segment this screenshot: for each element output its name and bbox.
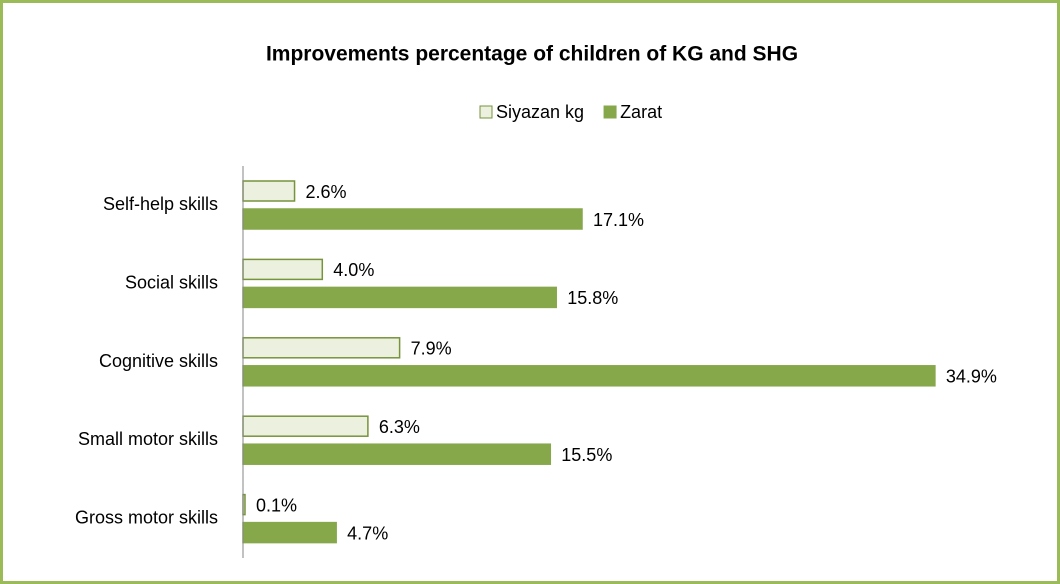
- bar: [242, 286, 557, 309]
- legend-label: Siyazan kg: [496, 102, 584, 122]
- value-label: 4.0%: [333, 260, 374, 280]
- value-label: 17.1%: [593, 210, 644, 230]
- legend-swatch: [479, 105, 493, 119]
- legend-swatch: [603, 105, 617, 119]
- legend-label: Zarat: [620, 102, 662, 122]
- y-tick-label: Gross motor skills: [75, 508, 218, 528]
- value-label: 4.7%: [347, 523, 388, 543]
- bar: [242, 337, 401, 359]
- bar: [242, 258, 324, 281]
- bar: [242, 180, 296, 202]
- bar: [242, 208, 583, 230]
- bar: [242, 521, 337, 544]
- value-label: 7.9%: [411, 339, 452, 359]
- value-label: 6.3%: [379, 417, 420, 437]
- y-tick-label: Social skills: [125, 272, 218, 292]
- y-tick-label: Small motor skills: [78, 429, 218, 449]
- bar: [242, 365, 936, 387]
- y-tick-label: Self-help skills: [103, 194, 218, 214]
- value-label: 15.8%: [567, 288, 618, 308]
- value-label: 34.9%: [946, 367, 997, 387]
- value-label: 15.5%: [561, 445, 612, 465]
- bar: [242, 443, 552, 465]
- chart-title: Improvements percentage of children of K…: [266, 43, 798, 66]
- y-tick-label: Cognitive skills: [99, 351, 218, 371]
- value-label: 2.6%: [306, 182, 347, 202]
- bar: [242, 415, 369, 437]
- value-label: 0.1%: [256, 495, 297, 515]
